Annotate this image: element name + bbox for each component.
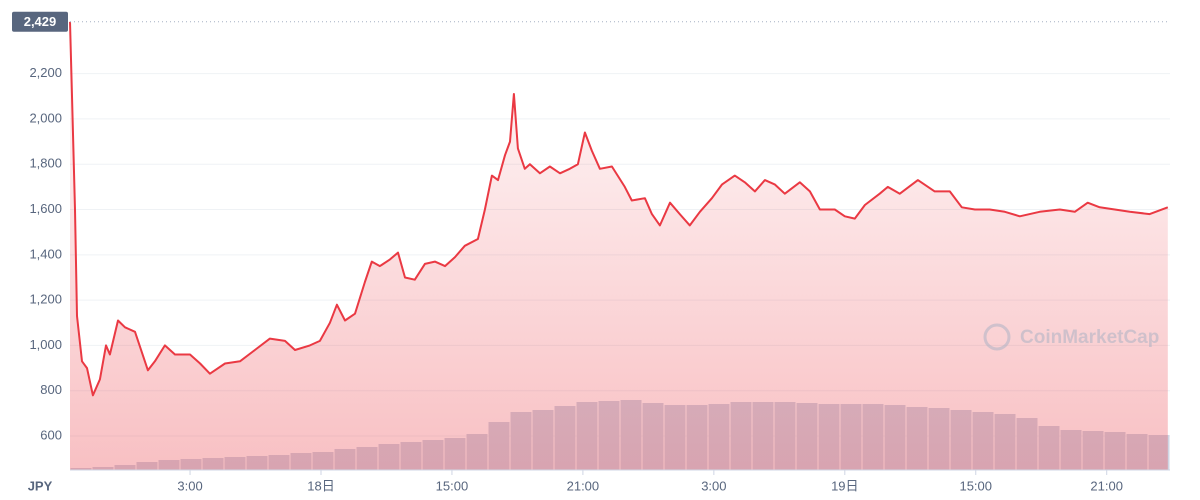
watermark-logo [983, 323, 1011, 351]
price-line [69, 21, 1169, 397]
x-tick-label: 18日 [307, 478, 334, 493]
y-tick-label: 600 [40, 427, 62, 442]
currency-label: JPY [28, 478, 53, 493]
max-label-box [12, 11, 68, 32]
y-tick-label: 1,800 [29, 156, 62, 171]
x-tick-label: 21:00 [1090, 478, 1123, 493]
x-tick-label: 3:00 [701, 478, 726, 493]
y-tick-label: 800 [40, 382, 62, 397]
y-tick-label: 1,200 [29, 292, 62, 307]
x-tick-label: 19日 [831, 478, 858, 493]
x-tick-label: 15:00 [959, 478, 992, 493]
y-tick-label: 1,000 [29, 337, 62, 352]
max-label: 2,429 [24, 14, 57, 29]
x-tick-label: 15:00 [436, 478, 469, 493]
y-tick-label: 2,000 [29, 110, 62, 125]
watermark: CoinMarketCap [983, 323, 1159, 351]
y-tick-label: 2,200 [29, 65, 62, 80]
y-tick-label: 1,600 [29, 201, 62, 216]
plot [69, 21, 1169, 471]
axes: 600 800 1,000 1,200 1,400 1,600 1,800 2,000 2,20… [12, 11, 1170, 493]
y-tick-label: 1,400 [29, 246, 62, 261]
price-area [70, 21, 1168, 471]
watermark-text: CoinMarketCap [1020, 327, 1159, 348]
x-tick-label: 21:00 [567, 478, 600, 493]
x-tick-label: 3:00 [177, 478, 202, 493]
